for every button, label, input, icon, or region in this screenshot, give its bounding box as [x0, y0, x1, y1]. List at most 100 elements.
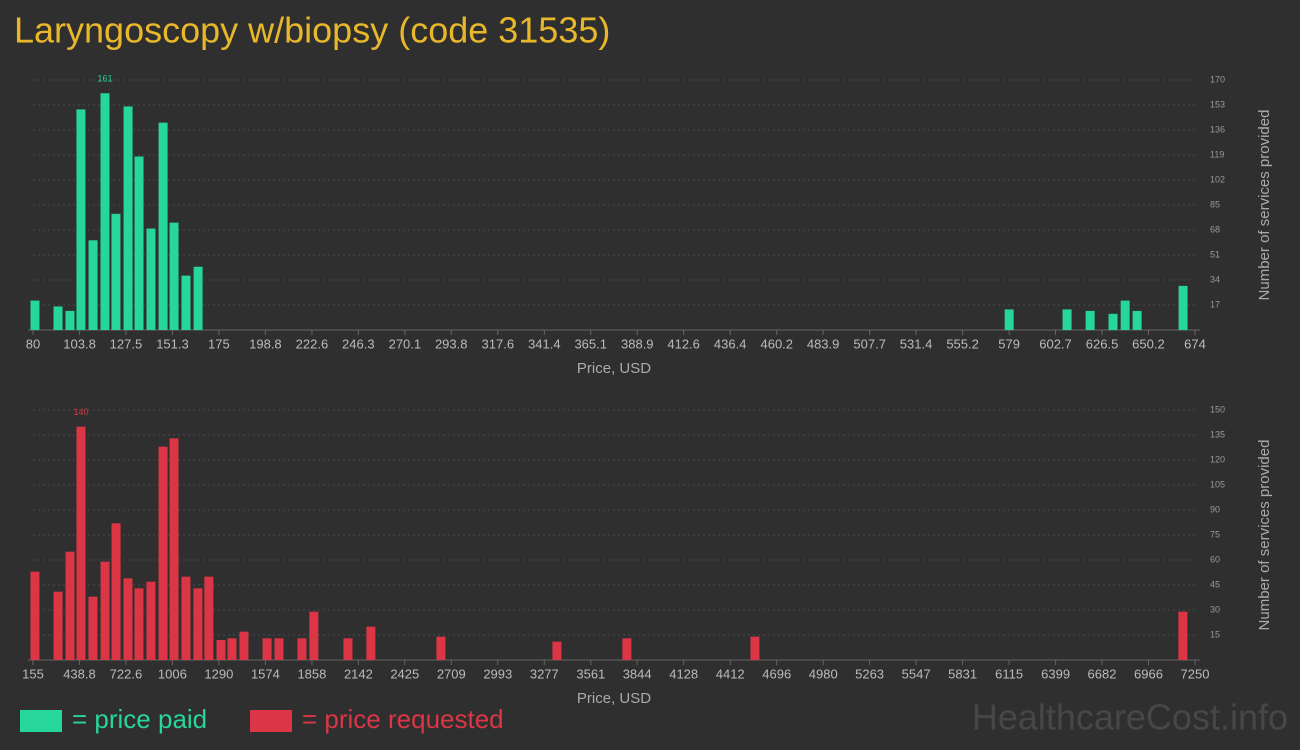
- y-tick-label: 153: [1210, 99, 1225, 109]
- x-tick-label: 155: [22, 666, 44, 681]
- x-tick-label: 270.1: [389, 336, 422, 351]
- x-tick-label: 436.4: [714, 336, 747, 351]
- x-tick-label: 365.1: [574, 336, 607, 351]
- bar: [239, 631, 249, 660]
- bar: [88, 240, 98, 330]
- bar: [750, 636, 760, 660]
- bar: [309, 611, 319, 660]
- x-tick-label: 438.8: [63, 666, 96, 681]
- bar: [146, 581, 156, 660]
- y-axis-label: Number of services provided: [1256, 440, 1273, 631]
- bar: [366, 626, 376, 660]
- bar: [100, 93, 110, 330]
- bar: [146, 228, 156, 330]
- watermark: HealthcareCost.info: [972, 697, 1288, 738]
- x-tick-label: 412.6: [667, 336, 700, 351]
- max-value-label: 140: [73, 407, 88, 417]
- x-tick-label: 722.6: [110, 666, 143, 681]
- legend-swatch: [20, 710, 62, 732]
- max-value-label: 161: [97, 74, 112, 84]
- y-tick-label: 68: [1210, 224, 1220, 234]
- legend-label: = price requested: [302, 704, 504, 734]
- x-tick-label: 5831: [948, 666, 977, 681]
- page-title: Laryngoscopy w/biopsy (code 31535): [14, 10, 610, 51]
- y-tick-label: 120: [1210, 454, 1225, 464]
- x-tick-label: 103.8: [63, 336, 96, 351]
- legend-swatch: [250, 710, 292, 732]
- bar: [1085, 310, 1095, 330]
- bar: [262, 638, 272, 660]
- y-tick-label: 51: [1210, 249, 1220, 259]
- bar: [76, 109, 86, 330]
- bar: [169, 222, 179, 330]
- x-tick-label: 7250: [1181, 666, 1210, 681]
- bar: [30, 300, 40, 330]
- x-tick-label: 341.4: [528, 336, 561, 351]
- bar: [100, 561, 110, 660]
- x-tick-label: 579: [998, 336, 1020, 351]
- bar: [1132, 310, 1142, 330]
- bar: [216, 640, 226, 660]
- bar: [297, 638, 307, 660]
- x-tick-label: 80: [26, 336, 40, 351]
- y-tick-label: 119: [1210, 149, 1224, 159]
- x-tick-label: 293.8: [435, 336, 468, 351]
- y-tick-label: 60: [1210, 554, 1220, 564]
- x-tick-label: 6115: [995, 666, 1023, 681]
- x-tick-label: 4128: [669, 666, 698, 681]
- bar: [169, 438, 179, 660]
- x-tick-label: 483.9: [807, 336, 840, 351]
- bar: [123, 578, 133, 660]
- bar: [1004, 309, 1014, 330]
- x-tick-label: 674: [1184, 336, 1206, 351]
- y-tick-label: 105: [1210, 479, 1225, 489]
- x-tick-label: 6399: [1041, 666, 1070, 681]
- x-tick-label: 151.3: [156, 336, 189, 351]
- legend-label: = price paid: [72, 704, 207, 734]
- bar: [111, 523, 121, 660]
- x-tick-label: 602.7: [1039, 336, 1072, 351]
- x-tick-label: 388.9: [621, 336, 654, 351]
- bar: [204, 576, 214, 660]
- y-tick-label: 135: [1210, 429, 1225, 439]
- x-tick-label: 198.8: [249, 336, 282, 351]
- bar: [552, 641, 562, 660]
- y-tick-label: 34: [1210, 274, 1220, 284]
- bar: [193, 266, 203, 330]
- x-tick-label: 6966: [1134, 666, 1163, 681]
- bar: [53, 591, 63, 660]
- x-tick-label: 555.2: [946, 336, 979, 351]
- x-tick-label: 507.7: [853, 336, 886, 351]
- bar: [123, 106, 133, 331]
- x-tick-label: 6682: [1088, 666, 1117, 681]
- bar: [111, 213, 121, 330]
- y-tick-label: 150: [1210, 404, 1225, 414]
- bar: [343, 638, 353, 660]
- x-axis-label: Price, USD: [577, 690, 651, 707]
- bar: [227, 638, 237, 660]
- x-tick-label: 222.6: [296, 336, 329, 351]
- y-tick-label: 102: [1210, 174, 1225, 184]
- x-tick-label: 2425: [390, 666, 419, 681]
- bar: [134, 156, 144, 330]
- bar: [1178, 611, 1188, 660]
- bar: [274, 638, 284, 660]
- y-tick-label: 45: [1210, 579, 1220, 589]
- y-tick-label: 17: [1210, 299, 1220, 309]
- x-tick-label: 2142: [344, 666, 373, 681]
- x-tick-label: 127.5: [110, 336, 143, 351]
- x-tick-label: 3277: [530, 666, 559, 681]
- y-tick-label: 15: [1210, 629, 1220, 639]
- bar: [1062, 309, 1072, 330]
- bar: [88, 596, 98, 660]
- bar: [158, 446, 168, 660]
- bar: [1108, 313, 1118, 330]
- bar: [181, 576, 191, 660]
- bar: [436, 636, 446, 660]
- x-tick-label: 626.5: [1086, 336, 1119, 351]
- bar: [76, 426, 86, 660]
- bar: [65, 551, 75, 660]
- y-tick-label: 75: [1210, 529, 1220, 539]
- bar: [193, 588, 203, 660]
